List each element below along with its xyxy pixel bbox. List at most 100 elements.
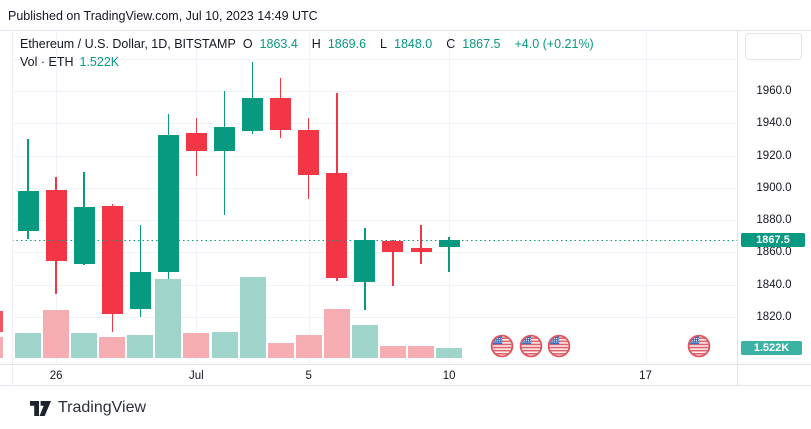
volume-bar	[43, 310, 70, 358]
price-tick-label: 1820.0	[756, 311, 792, 323]
candle-body	[410, 247, 432, 253]
low-label: L	[380, 37, 387, 51]
clipped-candle-body	[0, 310, 3, 332]
candle-body	[326, 173, 348, 279]
candle-body	[438, 240, 460, 247]
open-value: 1863.4	[259, 37, 298, 51]
candle-body	[354, 239, 376, 282]
grid-line-h	[12, 317, 737, 318]
price-tick-label: 1880.0	[756, 214, 792, 227]
tradingview-logo[interactable]: TradingView	[30, 399, 146, 417]
volume-bar	[155, 279, 182, 358]
tradingview-logo-text: TradingView	[58, 399, 147, 416]
time-axis-label: 26	[49, 370, 63, 382]
grid-line-h	[12, 284, 737, 286]
candle-wick	[27, 139, 29, 240]
price-tick-label: 1840.0	[756, 278, 792, 291]
price-scale-separator	[737, 30, 738, 385]
price-tick-label: 1940.0	[756, 117, 792, 130]
close-pair: C 1867.5	[446, 37, 507, 51]
candle-body	[298, 129, 320, 175]
candle-body	[157, 134, 179, 272]
panel-top-border	[0, 30, 811, 31]
volume-bar	[211, 331, 238, 358]
ohlc-row: Ethereum / U.S. Dollar, 1D, BITSTAMP O 186…	[20, 37, 601, 52]
tradingview-logo-icon	[30, 400, 51, 416]
volume-bar	[71, 333, 98, 358]
volume-bar	[183, 333, 210, 358]
candle-body	[185, 133, 207, 151]
last-volume-badge: 1.522K	[741, 341, 802, 355]
candle-wick	[223, 91, 226, 216]
price-tick-label: 1860.0	[756, 246, 792, 259]
published-bar: Published on TradingView.com, Jul 10, 20…	[8, 9, 318, 23]
candle-body	[17, 191, 39, 232]
volume-bar	[323, 308, 350, 358]
grid-line-v	[449, 30, 451, 364]
volume-bar	[295, 335, 322, 358]
grid-line-h	[12, 58, 737, 60]
close-value: 1867.5	[462, 37, 501, 51]
grid-line-h	[12, 123, 737, 125]
close-label: C	[446, 37, 456, 51]
volume-bar	[436, 348, 463, 358]
time-scale[interactable]	[0, 365, 737, 385]
volume-bar	[15, 333, 41, 358]
candle-body	[242, 97, 264, 132]
grid-line-v	[196, 30, 198, 364]
change-value: +4.0 (+0.21%)	[514, 37, 594, 51]
watermark-box	[745, 33, 802, 60]
candle-wick	[392, 239, 394, 287]
grid-line-v	[645, 30, 647, 364]
candle-wick	[448, 236, 450, 272]
last-price-badge: 1867.5	[741, 233, 805, 248]
event-marker-us-flag-icon[interactable]	[687, 334, 711, 363]
time-axis-label: 5	[305, 370, 312, 382]
volume-label: Vol · ETH	[20, 55, 74, 69]
candle-body	[214, 126, 235, 151]
candle-body	[45, 189, 67, 261]
published-text: Published on TradingView.com, Jul 10, 20…	[8, 9, 318, 23]
clipped-volume-bar	[0, 337, 3, 358]
candle-wick	[139, 225, 141, 317]
candle-body	[73, 207, 95, 264]
low-pair: L 1848.0	[380, 37, 439, 51]
candle-body	[129, 271, 151, 309]
volume-row: Vol · ETH 1.522K	[20, 55, 601, 70]
panel-left-border	[12, 30, 13, 385]
time-axis-label: 17	[639, 370, 652, 382]
price-tick-label: 1920.0	[756, 149, 792, 162]
panel-bottom-border	[0, 385, 811, 386]
volume-bar	[379, 346, 406, 358]
candle-body	[270, 97, 292, 130]
chart-legend: Ethereum / U.S. Dollar, 1D, BITSTAMP O 186…	[20, 37, 601, 70]
time-scale-separator	[0, 364, 811, 365]
volume-bar	[267, 342, 294, 358]
grid-line-h	[12, 187, 737, 189]
candle-body	[101, 205, 123, 314]
open-label: O	[242, 37, 253, 51]
volume-bar	[408, 346, 434, 358]
volume-bar	[127, 335, 154, 358]
volume-value: 1.522K	[79, 55, 120, 69]
event-marker-us-flag-icon[interactable]	[519, 334, 543, 363]
candle-body	[382, 241, 404, 253]
grid-line-h	[12, 91, 737, 92]
high-label: H	[311, 37, 321, 51]
price-tick-label: 1960.0	[756, 85, 792, 97]
time-axis-label: Jul	[189, 370, 204, 382]
current-price-line	[12, 240, 737, 242]
symbol-title: Ethereum / U.S. Dollar, 1D, BITSTAMP	[20, 37, 236, 51]
high-value: 1869.6	[327, 37, 367, 51]
event-marker-us-flag-icon[interactable]	[490, 334, 514, 363]
open-pair: O 1863.4	[243, 37, 305, 51]
price-tick-label: 1900.0	[756, 181, 792, 194]
event-marker-us-flag-icon[interactable]	[547, 334, 571, 363]
candle-wick	[420, 225, 422, 264]
time-axis-label: 10	[442, 370, 456, 382]
low-value: 1848.0	[394, 37, 433, 51]
grid-line-h	[12, 220, 737, 222]
high-pair: H 1869.6	[312, 37, 373, 51]
volume-bar	[351, 325, 378, 358]
